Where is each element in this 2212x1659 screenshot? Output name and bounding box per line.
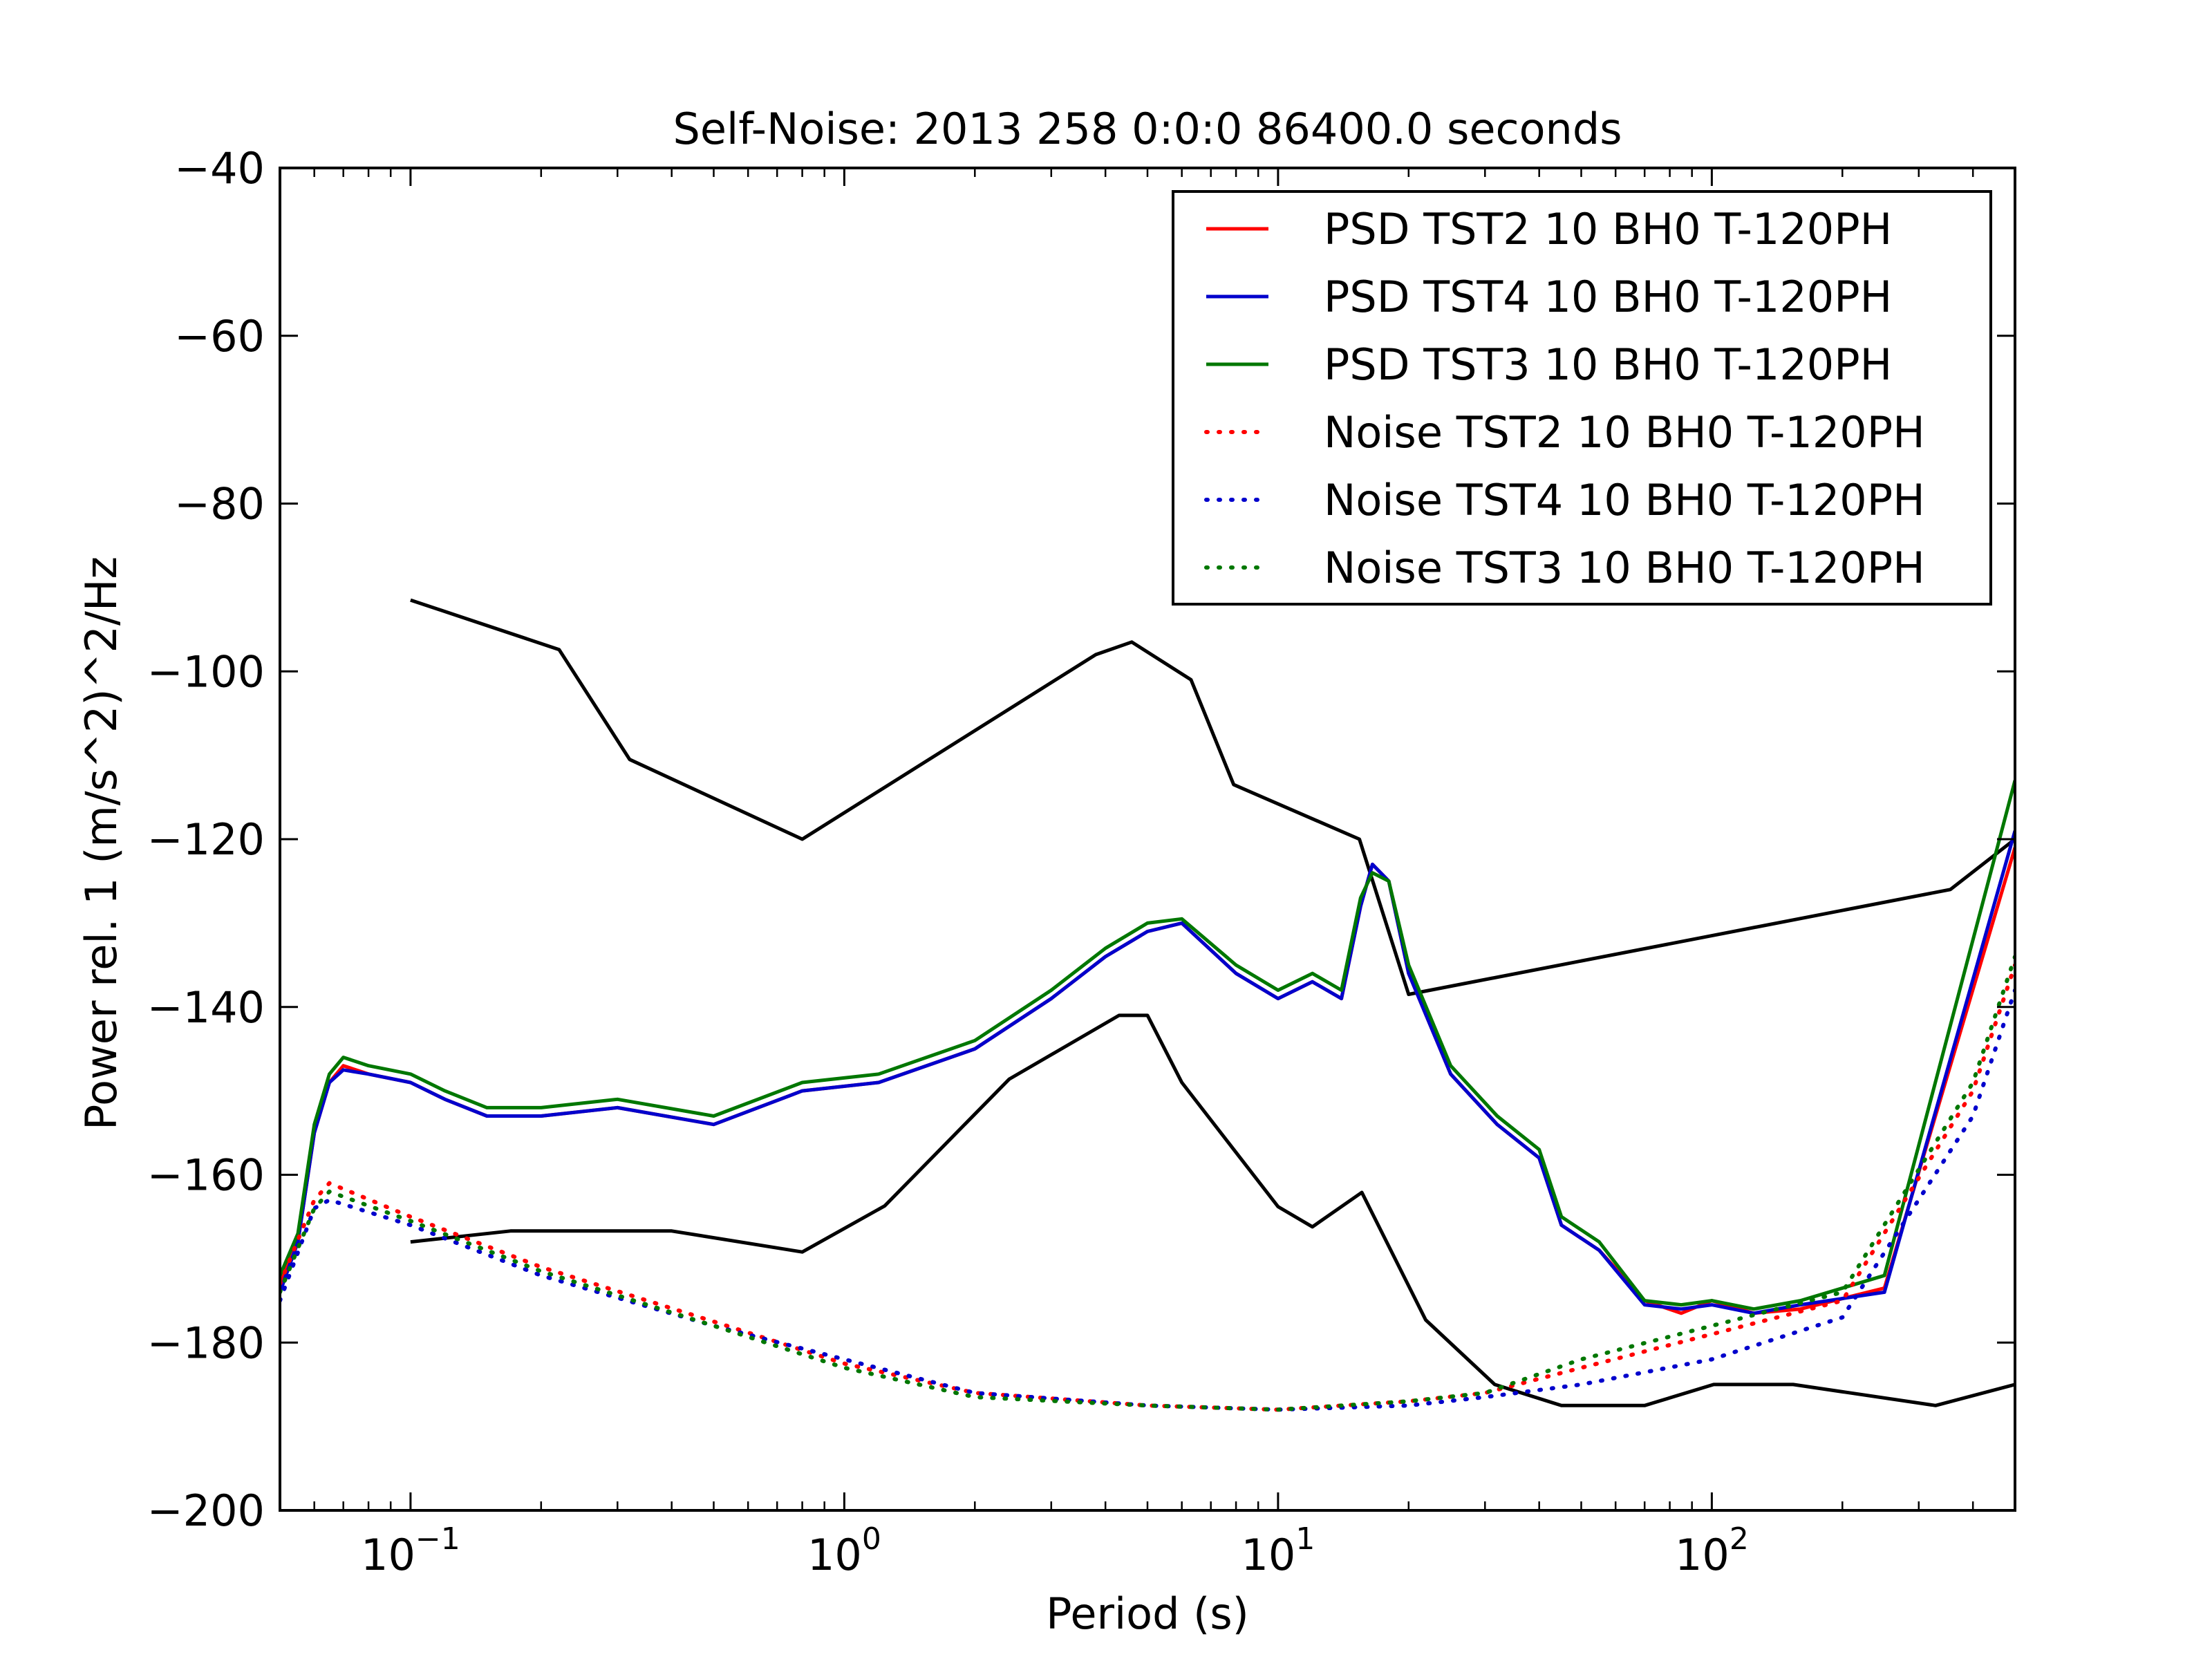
y-tick-label: −140 [147,982,265,1033]
reference-curve-2 [410,1013,2015,1407]
series-line-2 [280,830,2015,1315]
x-tick-label: 10−1 [361,1521,460,1580]
chart-title: Self-Noise: 2013 258 0:0:0 86400.0 secon… [673,104,1622,154]
x-axis-label: Period (s) [1046,1588,1249,1639]
legend-label: PSD TST2 10 BH0 T-120PH [1324,204,1892,254]
series-line-5 [280,988,2015,1412]
reference-curve-1 [410,598,2015,996]
y-tick-label: −40 [174,143,265,194]
y-axis-label: Power rel. 1 (m/s^2)^2/Hz [76,556,126,1130]
series-line-3 [280,780,2015,1311]
y-tick-label: −80 [174,479,265,529]
legend: PSD TST2 10 BH0 T-120PH PSD TST4 10 BH0 T… [1172,190,1992,606]
plot-frame [279,167,2016,1512]
y-tick-label: −120 [147,814,265,865]
y-tick-label: −100 [147,646,265,697]
y-tick-label: −180 [147,1318,265,1368]
y-tick-label: −160 [147,1150,265,1201]
y-tick-label: −60 [174,311,265,362]
legend-label: Noise TST3 10 BH0 T-120PH [1324,543,1925,593]
legend-box [1172,190,1992,606]
plot-area [280,598,2015,1412]
legend-label: PSD TST4 10 BH0 T-120PH [1324,272,1892,322]
y-tick-label: −200 [147,1485,265,1536]
legend-label: Noise TST2 10 BH0 T-120PH [1324,407,1925,458]
series-line-4 [280,963,2015,1412]
legend-label: Noise TST4 10 BH0 T-120PH [1324,475,1925,525]
legend-label: PSD TST3 10 BH0 T-120PH [1324,339,1892,390]
